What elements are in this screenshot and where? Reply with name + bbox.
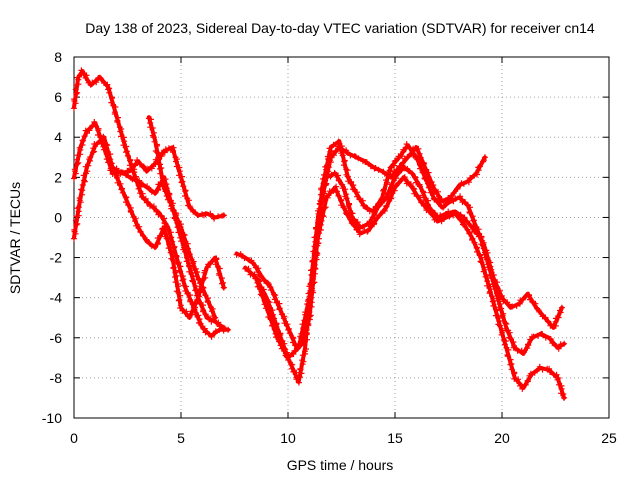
series-track-3 bbox=[71, 133, 227, 320]
x-tick-label: 20 bbox=[494, 430, 510, 446]
x-tick-label: 0 bbox=[70, 430, 78, 446]
series-markers bbox=[252, 174, 568, 401]
x-tick-label: 5 bbox=[177, 430, 185, 446]
y-tick-label: -6 bbox=[50, 330, 63, 346]
x-tick-label: 25 bbox=[601, 430, 617, 446]
series-track-6 bbox=[233, 138, 565, 352]
chart-title: Day 138 of 2023, Sidereal Day-to-day VTE… bbox=[85, 20, 595, 36]
x-tick-label: 10 bbox=[280, 430, 296, 446]
y-tick-label: -10 bbox=[42, 410, 62, 426]
y-tick-label: 6 bbox=[54, 89, 62, 105]
series-track-8 bbox=[252, 174, 568, 401]
series-line bbox=[72, 135, 226, 320]
series-markers bbox=[319, 143, 488, 205]
y-tick-label: 2 bbox=[54, 169, 62, 185]
series-markers bbox=[71, 67, 232, 340]
y-tick-label: 0 bbox=[54, 209, 62, 225]
series-markers bbox=[145, 115, 219, 321]
y-tick-label: 8 bbox=[54, 49, 62, 65]
x-axis: 0 5 10 15 20 25 bbox=[70, 57, 617, 446]
series-track-9 bbox=[319, 143, 488, 205]
series-track-1 bbox=[71, 67, 232, 340]
series-markers bbox=[71, 133, 227, 320]
y-tick-label: -4 bbox=[50, 290, 63, 306]
x-axis-label: GPS time / hours bbox=[287, 457, 394, 473]
y-tick-label: -2 bbox=[50, 250, 63, 266]
series-group bbox=[71, 67, 568, 401]
y-tick-label: 4 bbox=[54, 129, 62, 145]
series-track-4 bbox=[109, 144, 227, 222]
y-tick-label: -8 bbox=[50, 370, 63, 386]
series-track-5 bbox=[145, 115, 219, 321]
series-line bbox=[243, 165, 567, 384]
plot-frame bbox=[73, 56, 610, 419]
y-axis: -10 -8 -6 -4 -2 0 2 4 6 8 bbox=[42, 49, 609, 426]
grid bbox=[74, 57, 609, 418]
series-line bbox=[72, 121, 226, 330]
y-axis-label: SDTVAR / TECUs bbox=[7, 182, 23, 294]
x-tick-label: 15 bbox=[387, 430, 403, 446]
